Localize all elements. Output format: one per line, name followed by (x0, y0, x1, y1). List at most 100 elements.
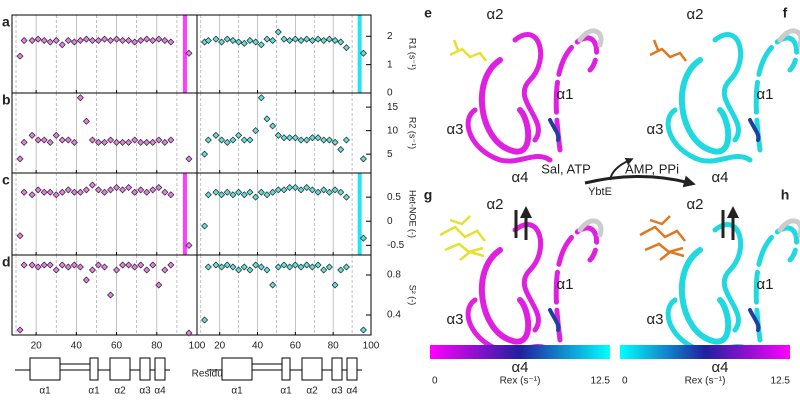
data-point (46, 138, 54, 146)
data-point (88, 266, 96, 274)
data-point (223, 261, 231, 269)
data-point (185, 49, 193, 57)
ribbon (465, 107, 553, 164)
data-point (52, 266, 60, 274)
data-point (235, 188, 243, 196)
helix-label: α4 (511, 359, 528, 376)
data-point (252, 38, 260, 46)
helix-label: α3 (331, 386, 343, 397)
helix-box (301, 357, 323, 381)
data-point (286, 263, 294, 271)
data-point (201, 316, 209, 324)
y-tick-label: 0 (387, 88, 393, 99)
data-point (28, 131, 36, 139)
equilibrium-arrows (721, 210, 733, 240)
data-point (16, 326, 24, 334)
data-point (314, 134, 322, 142)
data-point (149, 37, 157, 45)
helix-label: α4 (154, 386, 166, 397)
data-point (212, 35, 220, 43)
helix-label: α2 (486, 6, 503, 23)
ribbon (553, 35, 600, 153)
data-point (149, 138, 157, 146)
data-point (218, 191, 226, 199)
x-tick-label: 20 (214, 341, 226, 352)
colorbar-label: Rex (s⁻¹) (500, 376, 541, 387)
data-point (28, 261, 36, 269)
data-point (257, 188, 265, 196)
data-point (46, 38, 54, 46)
data-point (342, 263, 350, 271)
data-point (58, 261, 66, 269)
data-point (58, 41, 66, 49)
data-point (137, 37, 145, 45)
data-point (229, 263, 237, 271)
data-point (274, 28, 282, 36)
data-point (40, 188, 48, 196)
protein-structure (449, 28, 604, 164)
helix-label: α1 (280, 386, 292, 397)
data-point (223, 188, 231, 196)
data-point (212, 131, 220, 139)
data-point (246, 136, 254, 144)
data-point (155, 35, 163, 43)
data-point (125, 138, 133, 146)
data-point (204, 37, 212, 45)
colorbar-min: 0 (622, 376, 628, 387)
data-point (320, 37, 328, 45)
data-point (20, 261, 28, 269)
ribbon (753, 225, 800, 343)
helix-label: α2 (486, 196, 503, 213)
helix-label: α3 (446, 311, 463, 328)
ribbon (478, 247, 532, 345)
data-point (101, 188, 108, 196)
data-point (70, 38, 78, 46)
data-point (252, 261, 260, 269)
data-point (337, 188, 345, 196)
data-point (94, 37, 102, 45)
data-point (143, 35, 151, 43)
x-tick-label: 80 (151, 341, 163, 352)
data-point (94, 261, 102, 269)
data-point (16, 155, 24, 163)
data-point (263, 266, 271, 274)
helix-label: α3 (646, 121, 663, 138)
y-axis-title: Het-NOE (-) (408, 190, 418, 238)
data-point (101, 35, 108, 43)
data-point (286, 134, 294, 142)
data-point (125, 183, 133, 191)
data-point (94, 138, 102, 146)
data-point (107, 136, 115, 144)
data-point (88, 37, 96, 45)
data-point (337, 266, 345, 274)
x-tick-label: 20 (31, 341, 43, 352)
data-point (314, 261, 322, 269)
data-point (252, 193, 260, 201)
data-point (131, 136, 139, 144)
helix-label: α1 (556, 86, 573, 103)
y-tick-label: -0.5 (387, 240, 405, 251)
colorbar (620, 345, 790, 359)
ribbon-loop (548, 118, 561, 142)
ribbon (665, 107, 753, 164)
data-point (155, 281, 163, 289)
data-point (137, 186, 145, 194)
data-point (70, 138, 78, 146)
ribbon (553, 225, 600, 343)
structures: e α2 α3 α1 α4 f α2 α3 α1 α4 g α2 α3 α1 α4 h α2 α3 α1 α4 (424, 5, 800, 376)
data-point (331, 138, 339, 146)
plot-frame (196, 92, 372, 174)
colorbars: 0 Rex (s⁻¹) 12.5 0 Rex (s⁻¹) 12.5 (430, 345, 790, 387)
data-point (325, 188, 333, 196)
panel-letter: e (424, 5, 432, 21)
ligand (649, 39, 687, 62)
data-point (229, 191, 237, 199)
ribbon-loop (777, 28, 800, 48)
products: AMP, PPi (625, 161, 679, 176)
ligand (449, 39, 487, 62)
data-point (101, 263, 108, 271)
data-point (70, 188, 78, 196)
protein-structure (649, 28, 800, 164)
data-point (167, 261, 175, 269)
data-point (331, 281, 339, 289)
